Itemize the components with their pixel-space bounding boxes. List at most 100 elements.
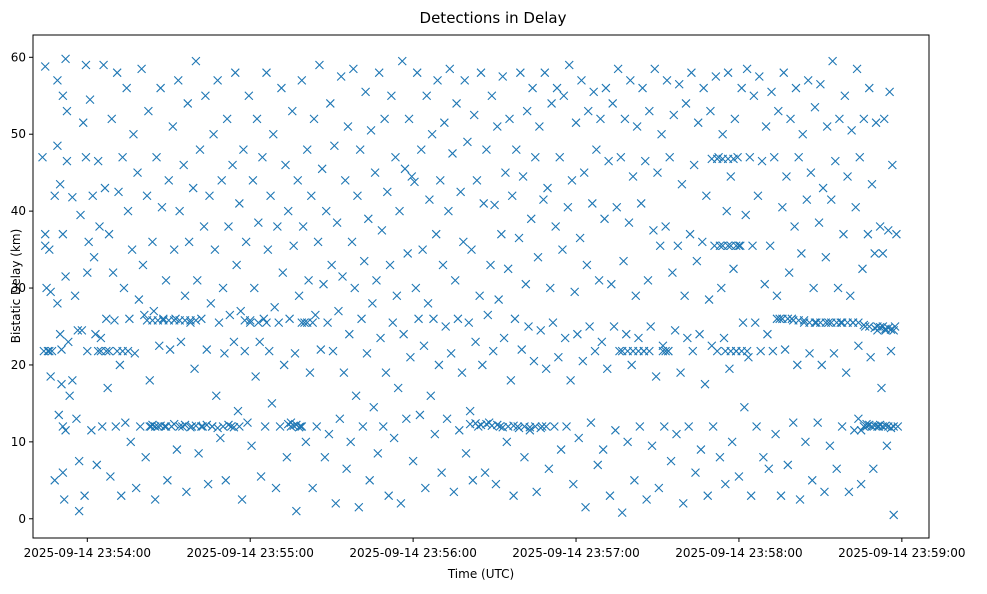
scatter-point bbox=[507, 191, 517, 201]
scatter-point bbox=[843, 172, 852, 181]
scatter-point bbox=[294, 291, 304, 301]
scatter-point bbox=[562, 422, 571, 431]
scatter-point bbox=[547, 99, 556, 108]
scatter-point bbox=[852, 64, 862, 74]
scatter-point bbox=[61, 272, 70, 281]
scatter-point bbox=[643, 275, 653, 285]
scatter-point bbox=[646, 322, 656, 331]
scatter-point bbox=[750, 318, 760, 328]
scatter-point bbox=[89, 252, 99, 262]
scatter-point bbox=[696, 445, 706, 454]
scatter-point bbox=[464, 318, 474, 328]
scatter-point bbox=[275, 422, 285, 431]
scatter-point bbox=[790, 222, 799, 231]
scatter-point bbox=[134, 295, 144, 304]
scatter-point bbox=[653, 168, 662, 178]
scatter-point bbox=[86, 425, 96, 435]
scatter-point bbox=[814, 218, 824, 228]
scatter-point bbox=[327, 260, 337, 270]
scatter-point bbox=[549, 422, 559, 431]
plot-frame bbox=[32, 34, 930, 539]
scatter-point bbox=[570, 287, 580, 297]
scatter-point bbox=[324, 429, 334, 439]
scatter-point bbox=[145, 375, 155, 385]
scatter-point bbox=[813, 418, 823, 428]
scatter-point bbox=[628, 172, 638, 181]
scatter-point bbox=[154, 341, 164, 351]
scatter-point bbox=[412, 68, 422, 78]
scatter-point bbox=[229, 337, 239, 347]
scatter-point bbox=[468, 475, 478, 485]
scatter-point bbox=[251, 372, 261, 381]
scatter-point bbox=[826, 195, 836, 204]
scatter-point bbox=[104, 346, 114, 356]
scatter-point bbox=[809, 283, 818, 293]
scatter-point bbox=[108, 268, 118, 278]
scatter-point bbox=[239, 145, 248, 154]
scatter-point bbox=[183, 99, 193, 108]
scatter-point bbox=[241, 237, 251, 247]
scatter-points bbox=[38, 54, 903, 520]
x-tick-label: 2025-09-14 23:56:00 bbox=[349, 546, 476, 560]
scatter-point bbox=[338, 272, 347, 281]
scatter-point bbox=[620, 114, 630, 124]
scatter-point bbox=[520, 452, 529, 462]
scatter-point bbox=[792, 360, 802, 370]
scatter-point bbox=[58, 91, 68, 101]
scatter-point bbox=[434, 360, 444, 370]
scatter-point bbox=[252, 114, 262, 124]
scatter-point bbox=[596, 114, 605, 124]
scatter-point bbox=[244, 91, 254, 101]
scatter-point bbox=[119, 283, 129, 293]
scatter-point bbox=[799, 315, 809, 325]
scatter-point bbox=[854, 318, 863, 328]
scatter-point bbox=[190, 364, 199, 374]
scatter-point bbox=[44, 245, 54, 254]
scatter-point bbox=[164, 175, 174, 185]
scatter-point bbox=[442, 414, 452, 424]
scatter-point bbox=[836, 318, 846, 328]
scatter-point bbox=[332, 218, 342, 228]
scatter-point bbox=[788, 418, 798, 428]
scatter-point bbox=[731, 241, 741, 251]
scatter-point bbox=[801, 437, 810, 447]
scatter-point bbox=[435, 175, 445, 185]
scatter-point bbox=[57, 379, 66, 389]
scatter-point bbox=[323, 318, 332, 328]
scatter-point bbox=[644, 106, 654, 116]
scatter-point bbox=[469, 110, 479, 120]
scatter-point bbox=[144, 106, 153, 116]
scatter-point bbox=[384, 491, 394, 501]
scatter-point bbox=[806, 168, 816, 178]
scatter-point bbox=[811, 318, 821, 328]
x-tick-label: 2025-09-14 23:55:00 bbox=[186, 546, 313, 560]
scatter-point bbox=[313, 237, 323, 247]
scatter-point bbox=[362, 349, 372, 358]
scatter-point bbox=[552, 83, 562, 93]
scatter-point bbox=[374, 68, 384, 78]
scatter-point bbox=[654, 483, 664, 493]
scatter-point bbox=[173, 75, 183, 85]
scatter-point bbox=[290, 349, 300, 358]
scatter-point bbox=[305, 368, 315, 378]
scatter-point bbox=[649, 225, 658, 235]
scatter-point bbox=[886, 325, 896, 334]
scatter-point bbox=[248, 175, 258, 185]
scatter-point bbox=[501, 168, 510, 178]
scatter-point bbox=[742, 64, 752, 74]
scatter-point bbox=[600, 214, 609, 224]
scatter-point bbox=[697, 237, 707, 247]
scatter-point bbox=[877, 383, 886, 393]
scatter-point bbox=[471, 337, 480, 347]
scatter-point bbox=[467, 245, 476, 254]
scatter-point bbox=[486, 260, 495, 270]
scatter-point bbox=[406, 352, 415, 362]
scatter-point bbox=[40, 62, 50, 71]
scatter-point bbox=[581, 502, 590, 512]
scatter-point bbox=[285, 314, 294, 324]
scatter-point bbox=[492, 420, 502, 430]
scatter-point bbox=[88, 191, 98, 201]
scatter-point bbox=[666, 456, 676, 466]
scatter-point bbox=[194, 449, 204, 458]
scatter-point bbox=[237, 495, 247, 504]
